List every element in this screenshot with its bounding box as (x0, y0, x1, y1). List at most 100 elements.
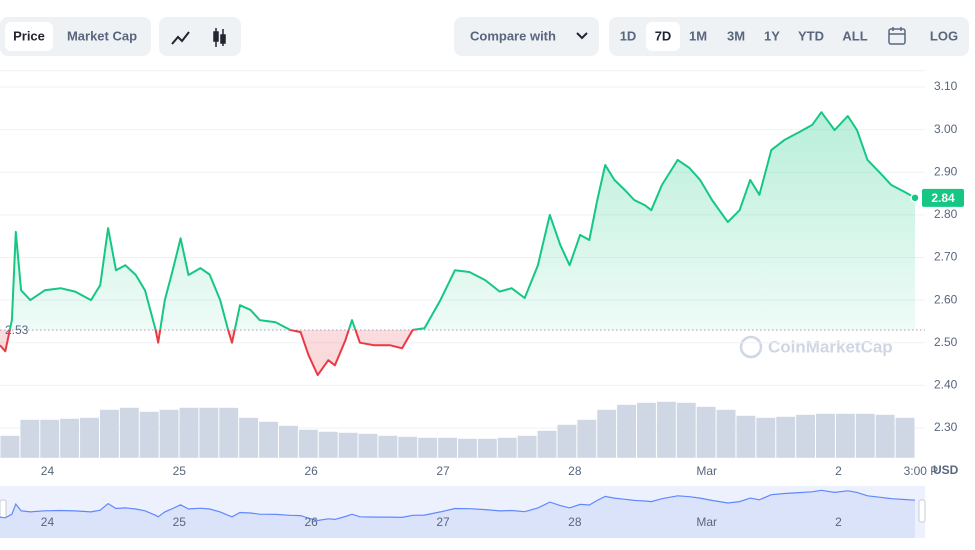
volume-bar (20, 419, 40, 458)
x-tick-label: 2 (835, 464, 842, 478)
x-tick-label: 24 (41, 464, 55, 478)
y-tick-label: 2.60 (934, 292, 958, 306)
volume-bar (378, 435, 398, 458)
navigator-area (0, 490, 915, 538)
style-group (159, 17, 241, 56)
volume-bar (796, 414, 816, 458)
tab-bg (5, 22, 53, 51)
compare-button[interactable] (454, 17, 599, 56)
chevron (576, 32, 588, 40)
log-toggle[interactable]: LOG (930, 28, 958, 43)
compare-label: Compare with (470, 28, 556, 43)
range-button[interactable]: 7D (655, 28, 672, 43)
volume-bar (199, 407, 219, 458)
volume-bar (358, 433, 378, 458)
volume-bar (537, 430, 557, 458)
navigator-tick-label: 24 (41, 515, 55, 529)
x-tick-label: Mar (696, 464, 717, 478)
volume-bar (736, 415, 756, 458)
navigator-tick-label: 27 (436, 515, 450, 529)
navigator-tick-label: 26 (304, 515, 318, 529)
area-down (0, 329, 413, 376)
y-tick-label: 2.80 (934, 207, 958, 221)
volume-bar (656, 401, 676, 458)
range-button[interactable]: 1D (620, 28, 637, 43)
volume-bar (298, 429, 318, 458)
volume-bar (477, 438, 497, 458)
volume-bar (0, 435, 20, 458)
range-button[interactable]: YTD (798, 28, 824, 43)
range-bg (646, 22, 680, 51)
x-tick-label: 3:00 P (904, 464, 939, 478)
y-tick-label: 3.10 (934, 79, 958, 93)
volume-bar (517, 435, 537, 458)
volume-bar (159, 409, 179, 458)
y-tick-label: 2.50 (934, 335, 958, 349)
volume-bar (875, 414, 895, 458)
watermark-logo (739, 335, 763, 359)
range-button[interactable]: 3M (727, 28, 745, 43)
volume-bar (895, 417, 915, 458)
x-tick-label: 25 (173, 464, 187, 478)
last-point (910, 193, 920, 203)
x-tick-label: 26 (304, 464, 318, 478)
navigator-tick-label: 25 (173, 515, 187, 529)
view-tab[interactable]: Market Cap (67, 28, 137, 43)
volume-bar (438, 437, 457, 458)
volume-bar (99, 409, 119, 458)
y-tick-label: 2.40 (934, 378, 958, 392)
candle-icon[interactable] (213, 28, 226, 47)
volume-bar (776, 416, 796, 458)
volume-bar (835, 413, 855, 458)
volume-bar (716, 409, 736, 458)
x-tick-label: 28 (568, 464, 582, 478)
volume-bar (60, 418, 80, 458)
volume-bar (219, 407, 239, 458)
watermark: CoinMarketCap (768, 337, 893, 356)
volume-bar (259, 421, 278, 458)
currency-label: USD (933, 463, 959, 477)
range-group (609, 17, 969, 56)
volume-bar (597, 409, 617, 458)
nav-handle[interactable] (918, 499, 926, 523)
price-badge (922, 188, 964, 207)
volume-bar (179, 407, 199, 458)
volume-bar (497, 437, 517, 458)
volume-bar (418, 437, 438, 458)
navigator-tick-label: 28 (568, 515, 582, 529)
volume-bar (239, 417, 259, 458)
volume-bar (278, 425, 298, 458)
range-button[interactable]: ALL (842, 28, 867, 43)
volume-bar (855, 413, 875, 458)
volume-bar (676, 402, 696, 458)
volume-bar (557, 424, 577, 458)
volume-bar (318, 431, 338, 458)
volume-bar (119, 407, 139, 458)
volume-bar (80, 417, 99, 458)
volume-bar (637, 402, 656, 458)
area-up (0, 112, 915, 330)
navigator-tick-label: 2 (835, 515, 842, 529)
y-tick-label: 2.30 (934, 420, 958, 434)
range-button[interactable]: 1M (689, 28, 707, 43)
volume-bar (40, 419, 60, 458)
volume-bar (458, 438, 477, 458)
range-button[interactable]: 1Y (764, 28, 780, 43)
volume-bar (756, 417, 776, 458)
y-tick-label: 2.70 (934, 250, 958, 264)
volume-bar (139, 411, 159, 458)
volume-bar (577, 419, 597, 458)
x-tick-label: 27 (436, 464, 450, 478)
navigator-tick-label: Mar (696, 515, 717, 529)
volume-bar (617, 404, 637, 458)
line-icon[interactable] (171, 31, 190, 45)
y-tick-label: 2.90 (934, 164, 958, 178)
price-line-up (8, 111, 916, 330)
price-badge-label: 2.84 (931, 191, 955, 205)
volume-bar (816, 413, 835, 458)
navigator-line (0, 489, 916, 522)
calendar-icon[interactable] (888, 27, 906, 45)
volume-bar (696, 406, 716, 458)
view-tab[interactable]: Price (13, 28, 45, 43)
